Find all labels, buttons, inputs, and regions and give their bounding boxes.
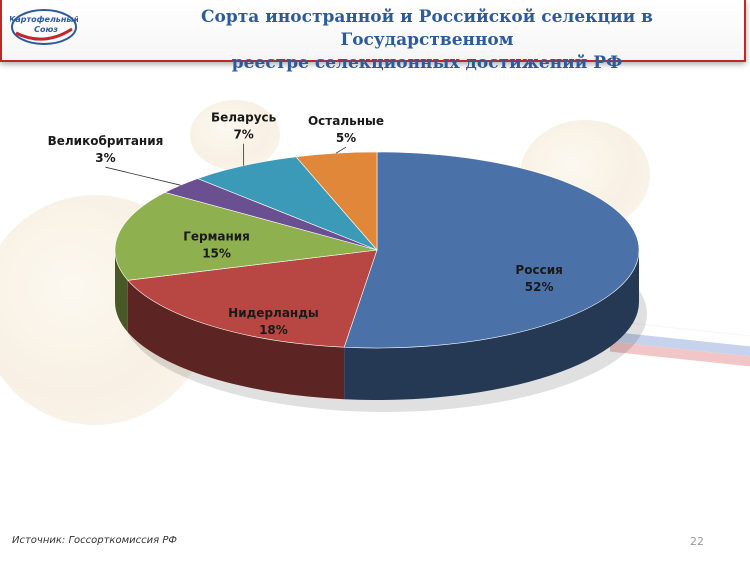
slice-label-name-1: Нидерланды [228,306,319,320]
slide-title: Сорта иностранной и Российской селекции … [112,6,742,75]
pie-labels: Россия 52% Нидерланды 18% Германия 15% Великоб… [48,111,563,337]
slice-label-name-5: Остальные [308,114,384,128]
logo-text-line2: Союз [34,25,58,34]
slice-0 [343,151,640,349]
leader-line-3 [105,166,181,186]
slice-label-name-2: Германия [183,229,250,243]
slide-header: Картофельный Союз Сорта иностранной и Ро… [0,0,746,73]
slice-label-name-4: Беларусь [211,111,277,125]
slice-2 [114,192,378,281]
slice-label-value-4: 7% [233,128,253,142]
leader-line-5 [335,146,347,154]
title-line2: реестре селекционных достижений РФ [231,53,623,73]
slice-label-name-0: Россия [515,263,562,277]
title-line1: Сорта иностранной и Российской селекции … [201,7,653,50]
background-potato-top [190,100,280,170]
slice-4 [196,156,378,251]
slice-5 [295,151,378,251]
slice-label-name-3: Великобритания [48,134,164,148]
page-number: 22 [690,535,704,548]
source-note: Источник: Госсорткомиссия РФ [12,535,177,546]
pie-sides [115,250,639,400]
slice-label-value-2: 15% [202,246,231,260]
slice-side-2 [115,250,128,333]
slice-label-value-3: 3% [95,151,115,165]
pie-tops [114,151,640,349]
slice-label-value-0: 52% [525,280,554,294]
slice-label-value-5: 5% [336,131,356,145]
slice-label-value-1: 18% [259,323,288,337]
logo: Картофельный Союз [10,9,78,45]
slice-1 [127,249,378,348]
slice-side-0 [344,250,639,400]
slice-side-1 [127,280,345,400]
logo-text-line1: Картофельный [10,15,78,24]
